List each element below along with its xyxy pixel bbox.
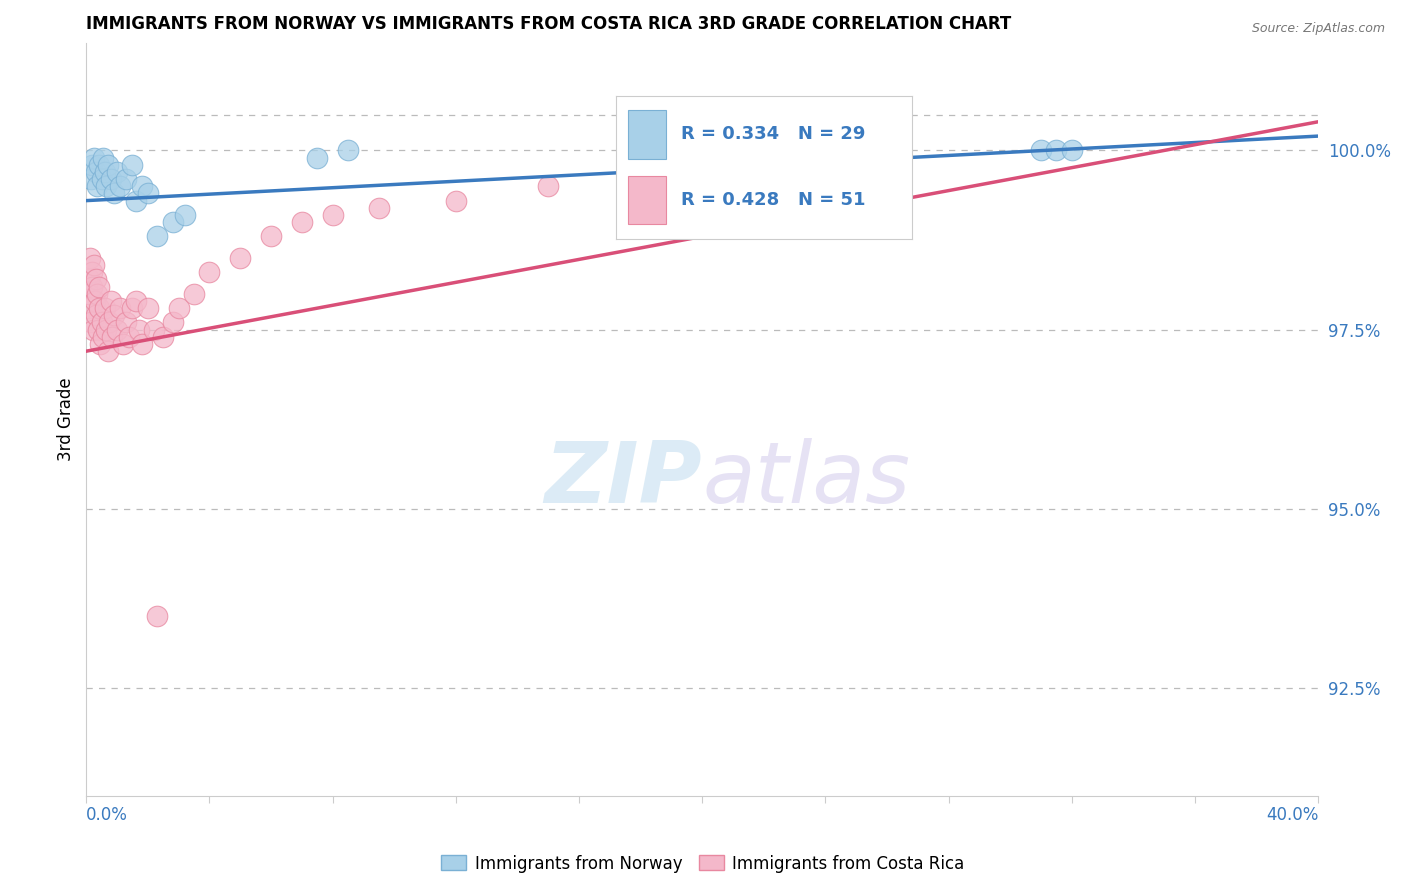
Point bbox=[173, 208, 195, 222]
Text: 40.0%: 40.0% bbox=[1265, 806, 1319, 824]
Point bbox=[260, 229, 283, 244]
Point bbox=[79, 286, 101, 301]
Point bbox=[87, 158, 110, 172]
Point bbox=[136, 186, 159, 201]
Point bbox=[198, 265, 221, 279]
Point bbox=[124, 194, 146, 208]
Point bbox=[128, 323, 150, 337]
Point bbox=[103, 186, 125, 201]
Point bbox=[90, 316, 112, 330]
Point bbox=[131, 179, 153, 194]
Point bbox=[80, 172, 103, 186]
Point bbox=[96, 179, 118, 194]
Point bbox=[82, 158, 104, 172]
Point bbox=[84, 309, 107, 323]
Point bbox=[100, 293, 122, 308]
Legend: Immigrants from Norway, Immigrants from Costa Rica: Immigrants from Norway, Immigrants from … bbox=[434, 848, 972, 880]
Point bbox=[143, 323, 166, 337]
Point bbox=[630, 172, 652, 186]
Point bbox=[96, 323, 118, 337]
Point bbox=[87, 323, 110, 337]
Point bbox=[183, 286, 205, 301]
Point bbox=[118, 330, 141, 344]
Point bbox=[121, 301, 143, 315]
Point bbox=[83, 258, 105, 272]
Point bbox=[537, 179, 560, 194]
Point bbox=[124, 293, 146, 308]
Point bbox=[89, 337, 111, 351]
Point bbox=[162, 215, 184, 229]
Point bbox=[146, 609, 169, 624]
Text: IMMIGRANTS FROM NORWAY VS IMMIGRANTS FROM COSTA RICA 3RD GRADE CORRELATION CHART: IMMIGRANTS FROM NORWAY VS IMMIGRANTS FRO… bbox=[86, 15, 1011, 33]
Point bbox=[1060, 144, 1083, 158]
Point bbox=[100, 172, 122, 186]
Point bbox=[307, 151, 329, 165]
Text: Source: ZipAtlas.com: Source: ZipAtlas.com bbox=[1251, 22, 1385, 36]
Text: ZIP: ZIP bbox=[544, 438, 702, 521]
Point bbox=[112, 337, 135, 351]
Point bbox=[94, 165, 117, 179]
Point bbox=[115, 316, 138, 330]
Point bbox=[89, 301, 111, 315]
Point bbox=[98, 316, 121, 330]
Point bbox=[84, 272, 107, 286]
Point bbox=[1029, 144, 1052, 158]
Point bbox=[121, 158, 143, 172]
Point bbox=[97, 158, 120, 172]
Y-axis label: 3rd Grade: 3rd Grade bbox=[58, 377, 75, 461]
Point bbox=[86, 286, 108, 301]
Point bbox=[83, 151, 105, 165]
Point bbox=[322, 208, 344, 222]
Point bbox=[162, 316, 184, 330]
Point bbox=[82, 279, 104, 293]
Point bbox=[94, 301, 117, 315]
Point bbox=[136, 301, 159, 315]
Point bbox=[91, 151, 114, 165]
Point bbox=[77, 272, 100, 286]
Point bbox=[108, 301, 131, 315]
Point bbox=[90, 172, 112, 186]
Point bbox=[105, 165, 128, 179]
Point bbox=[76, 301, 98, 315]
Point bbox=[105, 323, 128, 337]
Point bbox=[82, 323, 104, 337]
Point bbox=[80, 316, 103, 330]
Point bbox=[97, 344, 120, 359]
Point bbox=[167, 301, 190, 315]
Point bbox=[84, 165, 107, 179]
Point bbox=[101, 330, 124, 344]
Point bbox=[291, 215, 314, 229]
Point bbox=[108, 179, 131, 194]
Text: 0.0%: 0.0% bbox=[86, 806, 128, 824]
Point bbox=[115, 172, 138, 186]
Point bbox=[84, 293, 107, 308]
Point bbox=[152, 330, 174, 344]
Point bbox=[79, 251, 101, 265]
Point bbox=[1045, 144, 1067, 158]
Point bbox=[131, 337, 153, 351]
Point bbox=[229, 251, 252, 265]
Point bbox=[337, 144, 360, 158]
Point bbox=[86, 179, 108, 194]
Point bbox=[146, 229, 169, 244]
Point bbox=[87, 279, 110, 293]
Point bbox=[444, 194, 467, 208]
Text: atlas: atlas bbox=[702, 438, 910, 521]
Point bbox=[752, 144, 775, 158]
Point bbox=[103, 309, 125, 323]
Point bbox=[80, 265, 103, 279]
Point bbox=[91, 330, 114, 344]
Point bbox=[367, 201, 389, 215]
